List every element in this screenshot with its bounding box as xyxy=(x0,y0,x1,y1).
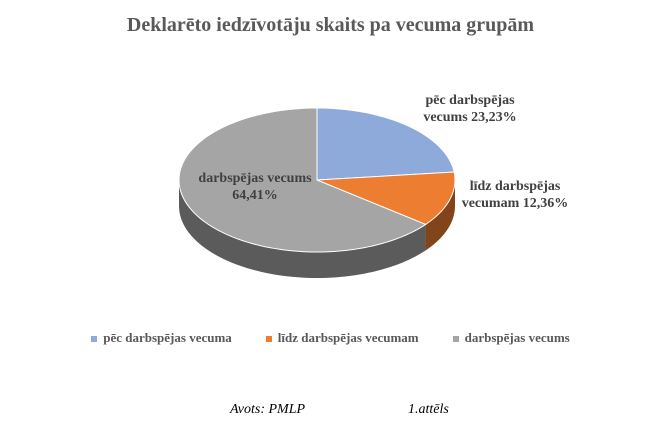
slice xyxy=(316,171,456,251)
legend-item: līdz darbspējas vecumam xyxy=(265,330,419,346)
slice-top xyxy=(316,107,455,181)
legend-swatch xyxy=(91,336,98,343)
legend-label: pēc darbspējas vecuma xyxy=(103,330,232,345)
legend-swatch xyxy=(265,336,272,343)
slice-top xyxy=(316,171,456,226)
data-label: līdz darbspējas vecumam 12,36% xyxy=(461,179,569,211)
slice-side xyxy=(425,180,455,251)
chart-title: Deklarēto iedzīvotāju skaits pa vecuma g… xyxy=(126,14,535,36)
legend-item: darbspējas vecums xyxy=(452,330,570,346)
slice-side xyxy=(179,180,426,278)
data-label: darbspējas vecums 64,41% xyxy=(198,171,312,203)
legend-item: pēc darbspējas vecuma xyxy=(91,330,232,346)
source: Avots: PMLP xyxy=(230,402,306,417)
legend-label: darbspējas vecums xyxy=(464,330,570,345)
slice xyxy=(316,107,455,181)
legend: pēc darbspējas vecuma līdz darbspējas vec… xyxy=(0,330,661,346)
legend-label: līdz darbspējas vecumam xyxy=(277,330,419,345)
data-label: pēc darbspējas vecums 23,23% xyxy=(423,93,517,125)
slice-top xyxy=(178,107,427,253)
slice xyxy=(178,107,427,278)
figure-number: 1.attēls xyxy=(408,402,449,417)
legend-swatch xyxy=(452,336,459,343)
